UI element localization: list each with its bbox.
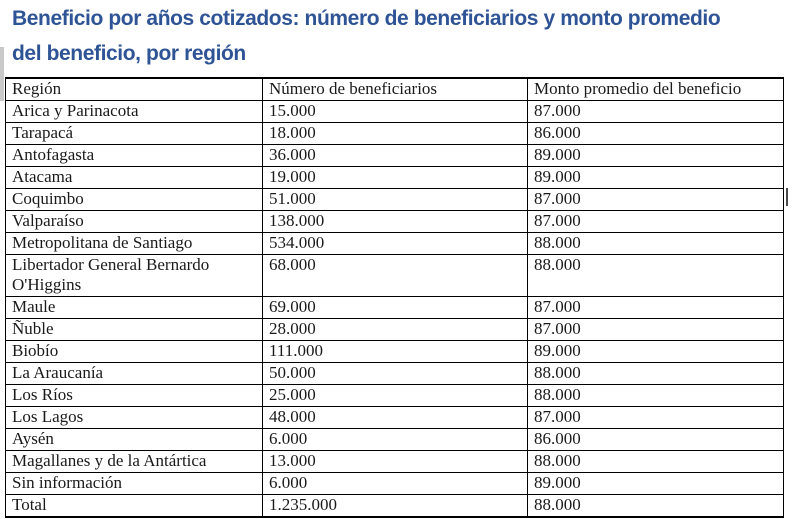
average-amount-cell: 87.000 bbox=[527, 406, 784, 429]
region-cell: Arica y Parinacota bbox=[5, 100, 263, 123]
beneficiaries-cell: 18.000 bbox=[262, 122, 528, 145]
beneficiaries-cell: 15.000 bbox=[262, 100, 528, 123]
table-row: Maule 69.000 87.000 bbox=[5, 296, 784, 319]
average-amount-cell: 88.000 bbox=[527, 254, 784, 297]
beneficiaries-cell: 25.000 bbox=[262, 384, 528, 407]
table-row: Aysén 6.000 86.000 bbox=[5, 428, 784, 451]
beneficiaries-cell: 534.000 bbox=[262, 232, 528, 255]
average-amount-cell: 88.000 bbox=[527, 384, 784, 407]
table-row: Arica y Parinacota 15.000 87.000 bbox=[5, 100, 784, 123]
table-row: Los Lagos 48.000 87.000 bbox=[5, 406, 784, 429]
region-cell: Tarapacá bbox=[5, 122, 263, 145]
average-amount-cell: 88.000 bbox=[527, 494, 784, 518]
region-cell: Metropolitana de Santiago bbox=[5, 232, 263, 255]
average-amount-cell: 89.000 bbox=[527, 340, 784, 363]
average-amount-cell: 89.000 bbox=[527, 166, 784, 189]
table-row: Sin información 6.000 89.000 bbox=[5, 472, 784, 495]
region-cell: Valparaíso bbox=[5, 210, 263, 233]
average-amount-cell: 86.000 bbox=[527, 428, 784, 451]
table-row: Valparaíso 138.000 87.000 bbox=[5, 210, 784, 233]
table-header: Región Número de beneficiarios Monto pro… bbox=[5, 77, 784, 101]
table-row: Ñuble 28.000 87.000 bbox=[5, 318, 784, 341]
average-amount-cell: 89.000 bbox=[527, 144, 784, 167]
region-cell: Aysén bbox=[5, 428, 263, 451]
beneficiaries-cell: 111.000 bbox=[262, 340, 528, 363]
beneficiaries-cell: 28.000 bbox=[262, 318, 528, 341]
beneficiaries-cell: 6.000 bbox=[262, 428, 528, 451]
region-cell: Maule bbox=[5, 296, 263, 319]
benefits-table: Región Número de beneficiarios Monto pro… bbox=[5, 77, 784, 518]
table-row: Atacama 19.000 89.000 bbox=[5, 166, 784, 189]
beneficiaries-cell: 1.235.000 bbox=[262, 494, 528, 518]
beneficiaries-cell: 48.000 bbox=[262, 406, 528, 429]
page-title: Beneficio por años cotizados: número de … bbox=[12, 1, 790, 71]
region-cell: Libertador General Bernardo O'Higgins bbox=[5, 254, 263, 297]
region-cell: Antofagasta bbox=[5, 144, 263, 167]
table-row: Biobío 111.000 89.000 bbox=[5, 340, 784, 363]
page-title-line-1: Beneficio por años cotizados: número de … bbox=[12, 7, 721, 30]
beneficiaries-cell: 6.000 bbox=[262, 472, 528, 495]
table-row: Libertador General Bernardo O'Higgins 68.… bbox=[5, 254, 784, 297]
average-amount-cell: 88.000 bbox=[527, 362, 784, 385]
beneficiaries-cell: 51.000 bbox=[262, 188, 528, 211]
page-title-line-2: del beneficio, por región bbox=[12, 42, 246, 65]
region-cell: Biobío bbox=[5, 340, 263, 363]
average-amount-cell: 88.000 bbox=[527, 232, 784, 255]
column-header-beneficiaries: Número de beneficiarios bbox=[262, 77, 528, 101]
table-row: Antofagasta 36.000 89.000 bbox=[5, 144, 784, 167]
average-amount-cell: 87.000 bbox=[527, 318, 784, 341]
beneficiaries-cell: 50.000 bbox=[262, 362, 528, 385]
cursor-artifact bbox=[786, 188, 788, 206]
table-row: Coquimbo 51.000 87.000 bbox=[5, 188, 784, 211]
region-cell: Total bbox=[5, 494, 263, 518]
average-amount-cell: 87.000 bbox=[527, 296, 784, 319]
table-row: Tarapacá 18.000 86.000 bbox=[5, 122, 784, 145]
region-cell: Los Ríos bbox=[5, 384, 263, 407]
beneficiaries-cell: 19.000 bbox=[262, 166, 528, 189]
beneficiaries-cell: 138.000 bbox=[262, 210, 528, 233]
beneficiaries-cell: 13.000 bbox=[262, 450, 528, 473]
average-amount-cell: 87.000 bbox=[527, 210, 784, 233]
table-row: Metropolitana de Santiago 534.000 88.000 bbox=[5, 232, 784, 255]
table-total-row: Total 1.235.000 88.000 bbox=[5, 494, 784, 518]
beneficiaries-cell: 69.000 bbox=[262, 296, 528, 319]
region-cell: Los Lagos bbox=[5, 406, 263, 429]
average-amount-cell: 87.000 bbox=[527, 100, 784, 123]
region-cell: La Araucanía bbox=[5, 362, 263, 385]
average-amount-cell: 87.000 bbox=[527, 188, 784, 211]
region-cell: Atacama bbox=[5, 166, 263, 189]
table-row: Magallanes y de la Antártica 13.000 88.000 bbox=[5, 450, 784, 473]
region-cell: Sin información bbox=[5, 472, 263, 495]
region-cell: Magallanes y de la Antártica bbox=[5, 450, 263, 473]
beneficiaries-cell: 36.000 bbox=[262, 144, 528, 167]
table-header-row: Región Número de beneficiarios Monto pro… bbox=[5, 77, 784, 101]
average-amount-cell: 89.000 bbox=[527, 472, 784, 495]
region-cell: Ñuble bbox=[5, 318, 263, 341]
column-header-region: Región bbox=[5, 77, 263, 101]
table-row: La Araucanía 50.000 88.000 bbox=[5, 362, 784, 385]
column-header-average-amount: Monto promedio del beneficio bbox=[527, 77, 784, 101]
table-body: Arica y Parinacota 15.000 87.000 Tarapacá 18… bbox=[5, 100, 784, 518]
beneficiaries-cell: 68.000 bbox=[262, 254, 528, 297]
region-cell: Coquimbo bbox=[5, 188, 263, 211]
left-margin-strip bbox=[0, 47, 4, 101]
average-amount-cell: 88.000 bbox=[527, 450, 784, 473]
table-row: Los Ríos 25.000 88.000 bbox=[5, 384, 784, 407]
average-amount-cell: 86.000 bbox=[527, 122, 784, 145]
